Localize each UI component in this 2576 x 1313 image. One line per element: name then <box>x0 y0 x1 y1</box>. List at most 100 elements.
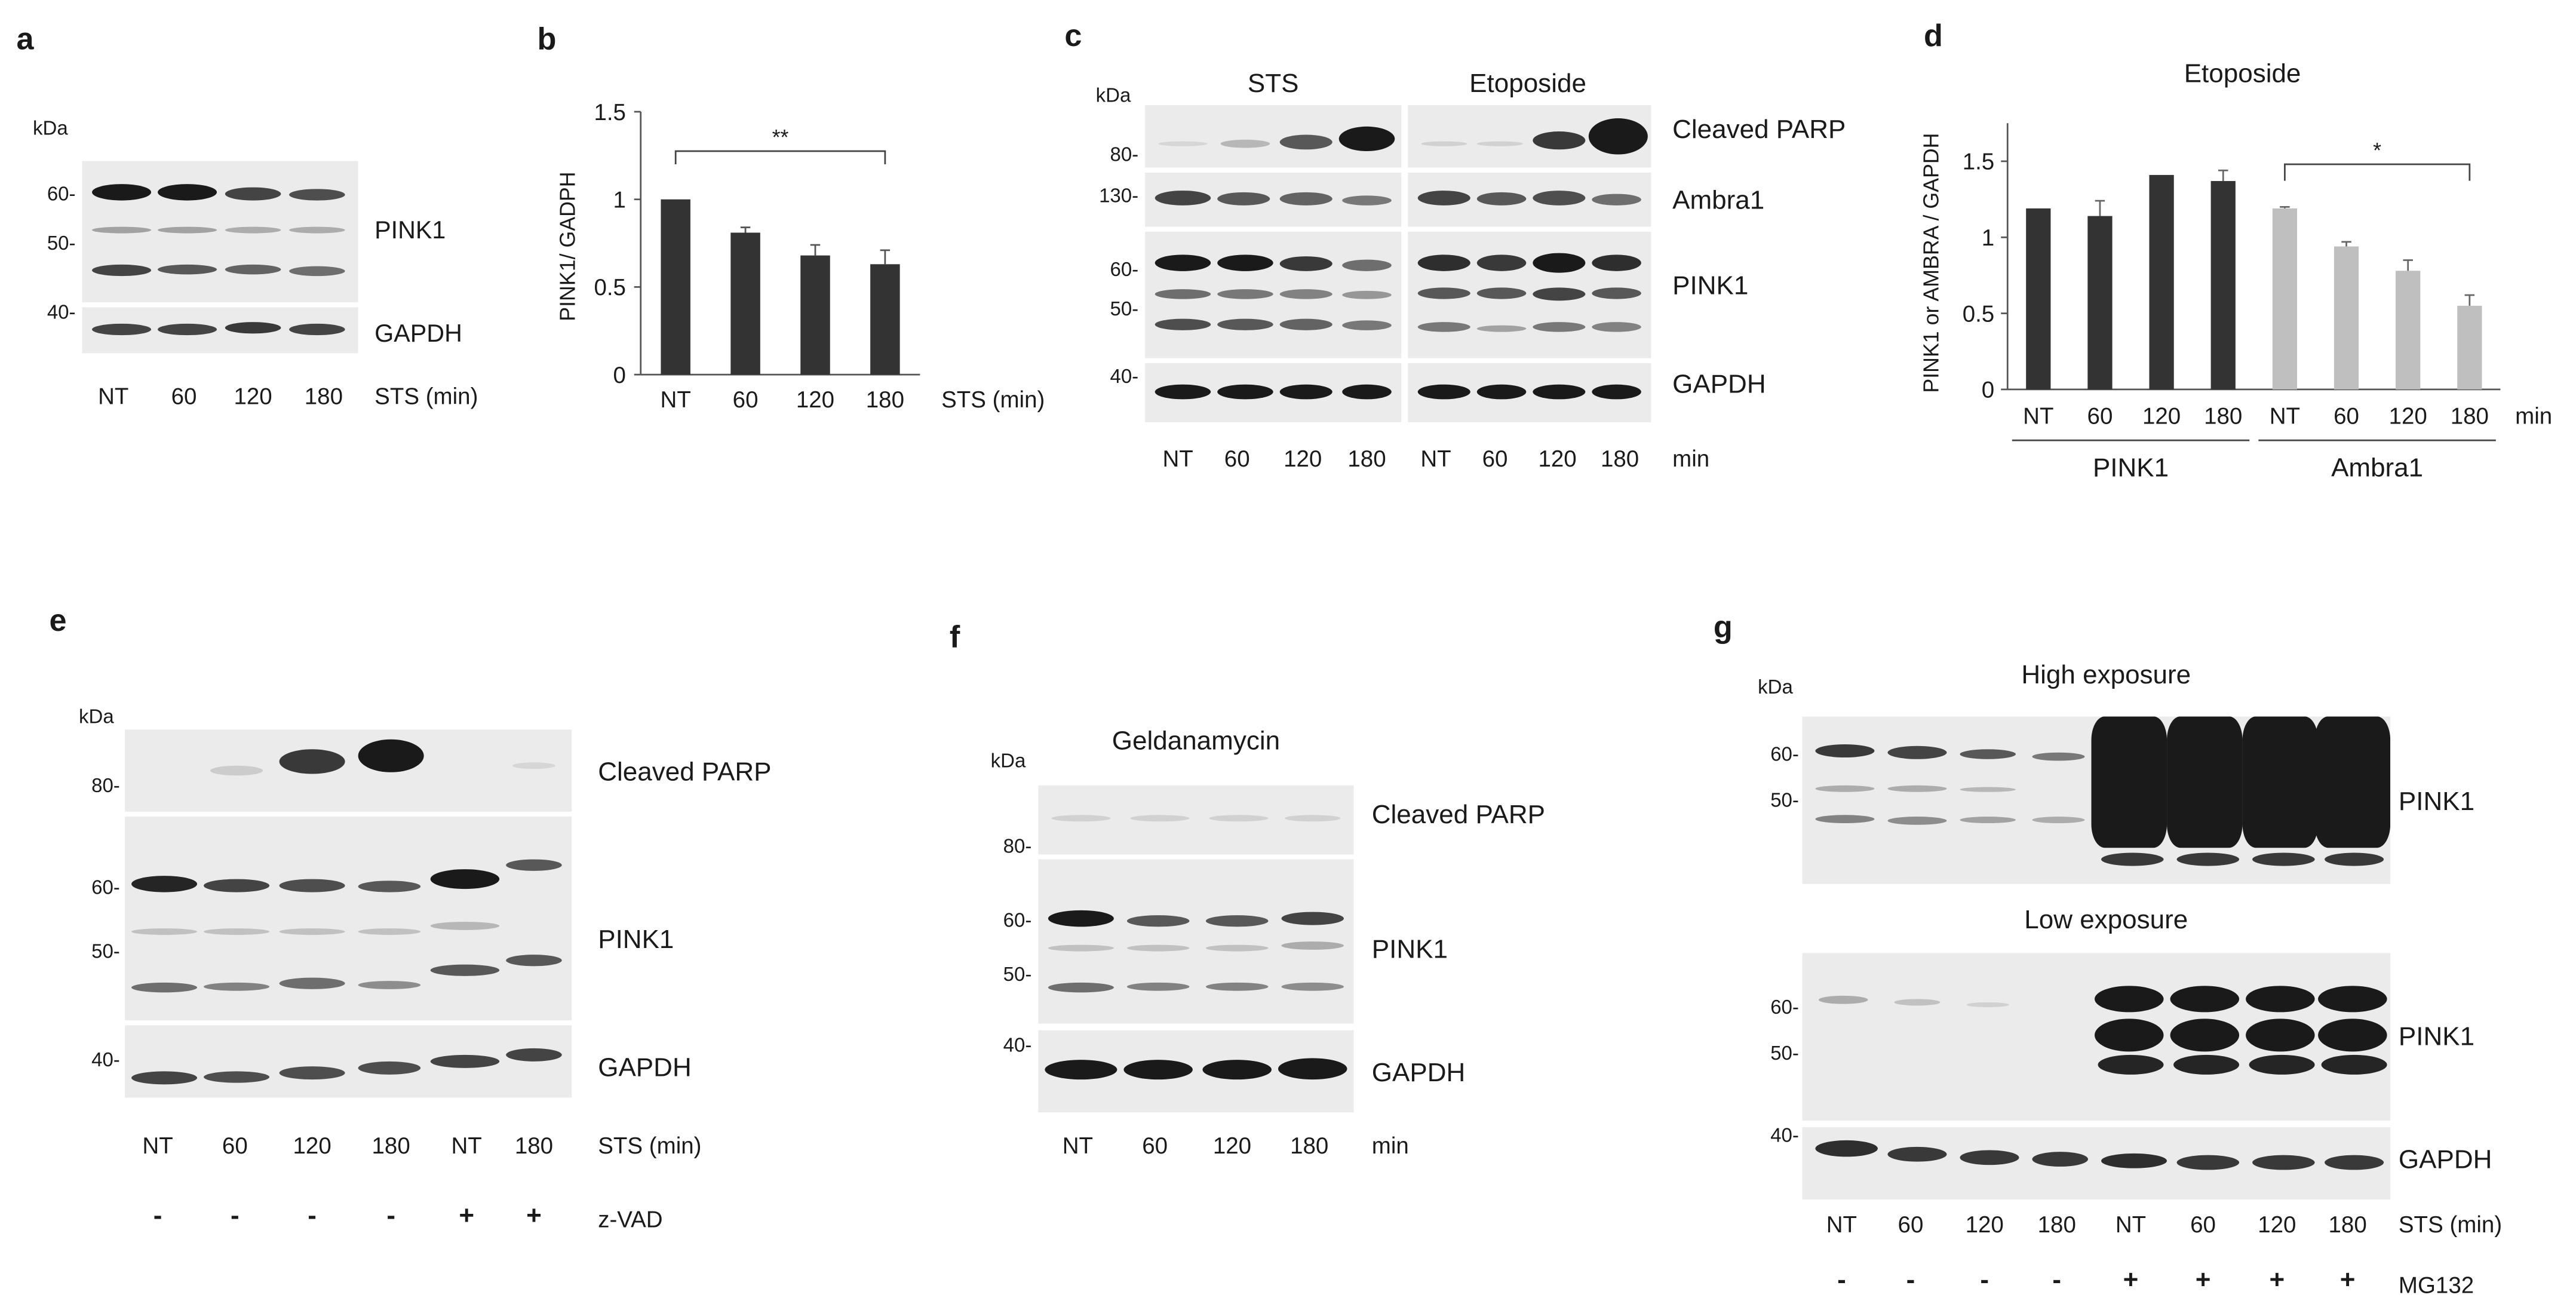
lane-f-4: 180 <box>1290 1132 1329 1159</box>
kda-label-f: kDa <box>990 749 1026 772</box>
treat-g-3: - <box>1980 1266 1989 1295</box>
mw-g-high-50: 50- <box>1770 789 1799 812</box>
lane-e-5: NT <box>451 1132 482 1159</box>
lane-e-4: 180 <box>371 1132 410 1159</box>
chart-d-ylabel: PINK1 or AMBRA / GAPDH <box>1920 133 1943 393</box>
title-g-low: Low exposure <box>2024 907 2188 935</box>
chart-d-bar <box>2087 216 2113 389</box>
label-e-gapdh: GAPDH <box>598 1054 692 1083</box>
lane-c-4: 180 <box>1347 445 1386 472</box>
label-g-pink1-high: PINK1 <box>2398 789 2475 817</box>
chart-b-bar <box>661 199 690 375</box>
mw-e-40: 40- <box>91 1048 120 1072</box>
mw-f-40: 40- <box>1003 1033 1032 1057</box>
chart-d-bar <box>2396 271 2421 389</box>
blot-f-parp <box>1038 785 1354 855</box>
lane-f-1: NT <box>1062 1132 1094 1159</box>
treat-e-2: - <box>231 1202 240 1231</box>
label-g-gapdh: GAPDH <box>2398 1146 2492 1175</box>
lane-e-2: 60 <box>222 1132 248 1159</box>
chart-d-group-label: Ambra1 <box>2331 453 2423 483</box>
chart-b-ytick-label: 1 <box>613 187 626 213</box>
panel-label-a: a <box>16 23 34 58</box>
blot-c-eto-pink1 <box>1408 231 1651 358</box>
condition-g: STS (min) <box>2398 1211 2503 1238</box>
treat-g-4: - <box>2052 1266 2062 1295</box>
title-g-high: High exposure <box>2021 662 2191 691</box>
panel-label-g: g <box>1713 611 1733 646</box>
lane-c-7: 120 <box>1538 445 1577 472</box>
treat-e-4: - <box>386 1202 395 1231</box>
label-c-gapdh: GAPDH <box>1672 371 1766 400</box>
chart-b-bar <box>730 232 760 375</box>
lane-g-7: 120 <box>2258 1211 2296 1238</box>
treat-g-8: + <box>2339 1266 2356 1295</box>
panel-label-c: c <box>1064 20 1082 54</box>
lane-g-1: NT <box>1826 1211 1857 1238</box>
chart-d-xtick-label: 120 <box>2142 404 2181 430</box>
blot-g-gapdh <box>1802 1127 2391 1200</box>
treat-g-6: + <box>2195 1266 2211 1295</box>
label-c-pink1: PINK1 <box>1672 272 1749 301</box>
lane-c-1: NT <box>1162 445 1193 472</box>
chart-d-ytick-label: 0 <box>1982 378 1994 403</box>
blot-f-pink1 <box>1038 859 1354 1024</box>
treat-g-1: - <box>1837 1266 1846 1295</box>
chart-d-ytick-label: 0.5 <box>1963 301 1995 327</box>
lane-g-6: 60 <box>2190 1211 2216 1238</box>
lane-c-2: 60 <box>1224 445 1250 472</box>
mw-marker-50: 50- <box>47 231 76 255</box>
chart-b-xtick-label: NT <box>661 387 691 413</box>
treat-e-3: - <box>308 1202 317 1231</box>
mw-c-50: 50- <box>1110 297 1139 321</box>
chart-d-bar <box>2272 208 2298 389</box>
lane-a-4: 180 <box>304 382 343 409</box>
label-c-parp: Cleaved PARP <box>1672 116 1846 145</box>
chart-d-title: Etoposide <box>2184 59 2301 88</box>
chart-d-bar <box>2457 305 2482 389</box>
chart-d-xtick-label: 180 <box>2451 404 2489 430</box>
mw-marker-40: 40- <box>47 300 76 324</box>
chart-d-xtick-label: 180 <box>2204 404 2242 430</box>
lane-e-3: 120 <box>293 1132 331 1159</box>
kda-label-c: kDa <box>1095 84 1131 107</box>
treat-e-1: - <box>153 1202 162 1231</box>
mw-g-low-40: 40- <box>1770 1124 1799 1147</box>
unit-c: min <box>1672 445 1710 472</box>
blot-c-eto-gapdh <box>1408 363 1651 422</box>
lane-c-3: 120 <box>1284 445 1322 472</box>
blot-c-sts-ambra1 <box>1145 172 1402 227</box>
chart-d-group-label: PINK1 <box>2093 453 2169 483</box>
label-g-pink1-low: PINK1 <box>2398 1023 2475 1052</box>
label-e-pink1: PINK1 <box>598 927 674 955</box>
panel-label-d: d <box>1923 20 1943 54</box>
mw-c-80: 80- <box>1110 143 1139 166</box>
chart-d-bar <box>2210 181 2236 389</box>
lane-g-2: 60 <box>1898 1211 1924 1238</box>
mw-e-60: 60- <box>91 876 120 899</box>
mw-c-60: 60- <box>1110 257 1139 281</box>
unit-f: min <box>1371 1132 1409 1159</box>
blot-c-eto-ambra1 <box>1408 172 1651 227</box>
chart-d-bar <box>2026 208 2051 389</box>
blot-c-sts-parp <box>1145 105 1402 168</box>
label-e-parp: Cleaved PARP <box>598 759 772 787</box>
chart-d-bar <box>2149 174 2174 389</box>
kda-label-e: kDa <box>79 705 114 728</box>
treat-g-2: - <box>1906 1266 1915 1295</box>
lane-c-5: NT <box>1420 445 1451 472</box>
blot-a-pink1 <box>82 161 358 303</box>
blot-a-gapdh <box>82 307 358 354</box>
label-f-pink1: PINK1 <box>1371 936 1448 965</box>
blot-c-eto-parp <box>1408 105 1651 168</box>
lane-g-8: 180 <box>2328 1211 2367 1238</box>
treatment-e: z-VAD <box>598 1205 663 1232</box>
chart-d-xtick-label: 120 <box>2389 404 2427 430</box>
mw-e-80: 80- <box>91 774 120 797</box>
chart-d-xtick-label: 60 <box>2087 404 2113 430</box>
lane-c-8: 180 <box>1600 445 1639 472</box>
lane-f-2: 60 <box>1142 1132 1168 1159</box>
chart-b-bar <box>870 264 900 375</box>
mw-g-high-60: 60- <box>1770 743 1799 766</box>
